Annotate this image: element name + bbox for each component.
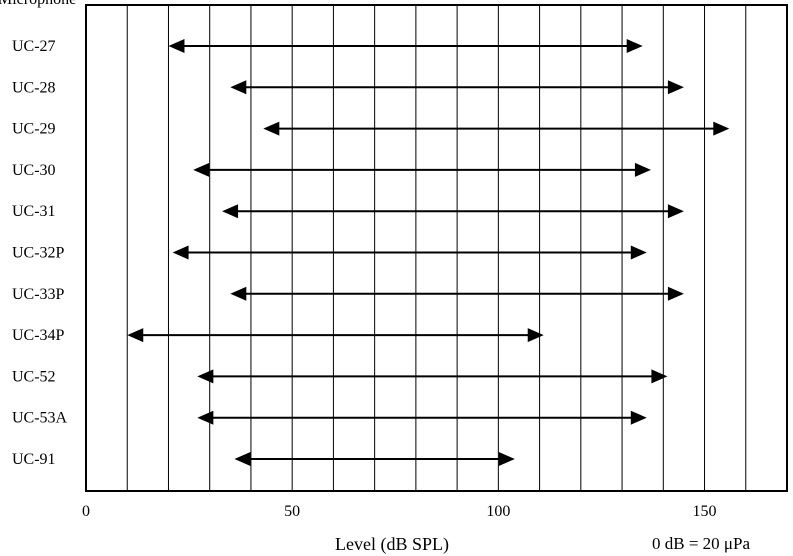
arrowhead-left — [197, 369, 214, 384]
arrowhead-right — [630, 410, 647, 425]
arrowhead-right — [651, 369, 668, 384]
arrowhead-right — [667, 204, 684, 219]
reference-level-note: 0 dB = 20 μPa — [652, 534, 751, 553]
arrowhead-right — [634, 162, 651, 177]
arrowhead-left — [230, 80, 247, 95]
arrowhead-left — [222, 204, 239, 219]
category-label: UC-53A — [12, 410, 68, 427]
category-label: UC-27 — [12, 38, 56, 55]
arrowhead-left — [193, 162, 210, 177]
arrowhead-left — [127, 328, 144, 343]
x-tick-label: 100 — [486, 503, 510, 520]
category-label: UC-34P — [12, 327, 65, 344]
arrowhead-right — [667, 80, 684, 95]
category-label: UC-29 — [12, 121, 56, 138]
arrowhead-left — [230, 286, 247, 301]
category-label: UC-30 — [12, 162, 56, 179]
arrowhead-left — [197, 410, 214, 425]
arrowhead-right — [667, 286, 684, 301]
arrowhead-right — [626, 39, 643, 53]
arrowhead-left — [172, 245, 189, 260]
x-tick-label: 150 — [693, 503, 717, 520]
category-label: UC-28 — [12, 79, 56, 96]
plot-frame — [85, 4, 788, 492]
category-label: UC-32P — [12, 245, 65, 262]
arrowhead-right — [498, 452, 515, 466]
microphone-label: Microphone — [0, 0, 76, 9]
arrowhead-right — [630, 245, 647, 260]
category-label: UC-91 — [12, 451, 56, 468]
category-label: UC-52 — [12, 368, 56, 385]
arrowhead-left — [263, 121, 280, 136]
x-axis-label: Level (dB SPL) — [335, 534, 449, 555]
arrowhead-left — [234, 452, 251, 466]
arrowhead-right — [527, 328, 544, 343]
x-tick-label: 50 — [284, 503, 300, 520]
arrowhead-left — [168, 39, 185, 53]
x-tick-label: 0 — [82, 503, 90, 520]
category-label: UC-31 — [12, 203, 56, 220]
category-label: UC-33P — [12, 286, 65, 303]
arrowhead-right — [713, 121, 730, 136]
